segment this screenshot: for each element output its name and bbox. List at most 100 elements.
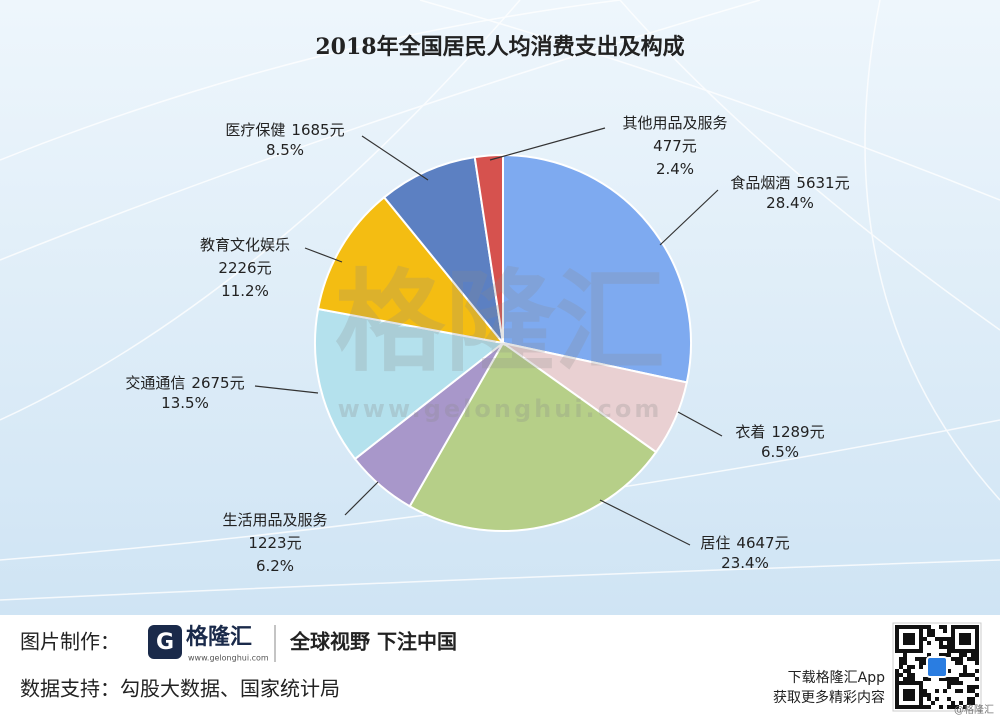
- qr-cell: [919, 641, 923, 645]
- leader-line: [677, 411, 723, 437]
- qr-cell: [939, 625, 943, 629]
- slice: [408, 341, 658, 532]
- qr-cell: [975, 685, 979, 689]
- qr-cell: [895, 701, 899, 705]
- qr-cell: [935, 689, 939, 693]
- qr-cell: [899, 681, 903, 685]
- leader-line: [304, 247, 343, 263]
- qr-cell: [963, 669, 967, 673]
- qr-cell: [975, 693, 979, 697]
- qr-cell: [919, 689, 923, 693]
- made-by-label: 图片制作：: [20, 630, 120, 654]
- qr-cell: [963, 637, 967, 641]
- qr-cell: [971, 625, 975, 629]
- qr-cell: [959, 653, 963, 657]
- qr-cell: [923, 689, 927, 693]
- qr-cell: [963, 653, 967, 657]
- leader-line: [254, 385, 319, 394]
- data-label: 教育文化娱乐 2226元 11.2%: [200, 236, 290, 300]
- qr-cell: [907, 693, 911, 697]
- qr-cell: [907, 665, 911, 669]
- qr-cell: [895, 669, 899, 673]
- qr-cell: [903, 697, 907, 701]
- label-category: 交通通信: [125, 374, 185, 392]
- qr-cell: [963, 665, 967, 669]
- qr-cell: [919, 685, 923, 689]
- qr-cell: [971, 657, 975, 661]
- qr-cell: [947, 649, 951, 653]
- qr-cell: [895, 681, 899, 685]
- qr-cell: [923, 677, 927, 681]
- qr-cell: [935, 637, 939, 641]
- qr-cell: [899, 625, 903, 629]
- qr-cell: [967, 657, 971, 661]
- qr-cell: [947, 645, 951, 649]
- qr-cell: [895, 697, 899, 701]
- qr-cell: [963, 625, 967, 629]
- qr-cell: [895, 629, 899, 633]
- qr-cell: [923, 661, 927, 665]
- qr-cell: [959, 641, 963, 645]
- qr-cell: [895, 625, 899, 629]
- qr-cell: [943, 625, 947, 629]
- qr-cell: [923, 657, 927, 661]
- qr-cell: [895, 673, 899, 677]
- label-percent: 11.2%: [221, 282, 269, 300]
- qr-cell: [959, 701, 963, 705]
- qr-cell: [975, 653, 979, 657]
- app-line2: 获取更多精彩内容: [773, 689, 885, 706]
- qr-cell: [967, 689, 971, 693]
- qr-cell: [919, 649, 923, 653]
- qr-cell: [975, 669, 979, 673]
- label-value: 4647元: [736, 534, 789, 552]
- label-category: 教育文化娱乐: [200, 236, 290, 254]
- qr-cell: [955, 677, 959, 681]
- qr-cell: [923, 693, 927, 697]
- qr-cell: [895, 689, 899, 693]
- qr-cell: [959, 625, 963, 629]
- qr-cell: [923, 705, 927, 709]
- qr-cell: [971, 697, 975, 701]
- label-category: 食品烟酒: [730, 174, 790, 192]
- label-value: 477元: [653, 137, 697, 155]
- qr-cell: [943, 689, 947, 693]
- label-percent: 6.2%: [256, 557, 294, 575]
- labels: 食品烟酒 5631元 28.4% 衣着 1289元 6.5% 居住 4647元 23.4% 生活用…: [125, 114, 849, 575]
- logo-name: 格隆汇: [186, 624, 252, 650]
- qr-cell: [967, 641, 971, 645]
- qr-cell: [967, 637, 971, 641]
- qr-cell: [895, 645, 899, 649]
- qr-cell: [939, 653, 943, 657]
- qr-cell: [971, 701, 975, 705]
- qr-cell: [911, 693, 915, 697]
- qr-cell: [947, 641, 951, 645]
- slice: [502, 153, 692, 384]
- logo-letter: G: [156, 630, 174, 655]
- data-label: 医疗保健 1685元 8.5%: [225, 121, 344, 159]
- qr-cell: [919, 657, 923, 661]
- qr-cell: [919, 681, 923, 685]
- qr-cell: [951, 645, 955, 649]
- qr-cell: [931, 633, 935, 637]
- label-percent: 8.5%: [266, 141, 304, 159]
- qr-cell: [947, 681, 951, 685]
- leader-line: [489, 127, 606, 161]
- qr-cell: [911, 697, 915, 701]
- qr-cell: [907, 633, 911, 637]
- qr-cell: [975, 641, 979, 645]
- qr-cell: [927, 705, 931, 709]
- qr-cell: [971, 673, 975, 677]
- qr-cell: [975, 661, 979, 665]
- qr-cell: [903, 625, 907, 629]
- qr-cell: [967, 697, 971, 701]
- label-value: 2675元: [191, 374, 244, 392]
- qr-cell: [915, 681, 919, 685]
- label-percent: 13.5%: [161, 394, 209, 412]
- qr-cell: [971, 689, 975, 693]
- label-category: 衣着: [735, 423, 765, 441]
- qr-cell: [963, 673, 967, 677]
- qr-cell: [947, 653, 951, 657]
- qr-cell: [967, 673, 971, 677]
- qr-cell: [967, 625, 971, 629]
- qr-cell: [951, 629, 955, 633]
